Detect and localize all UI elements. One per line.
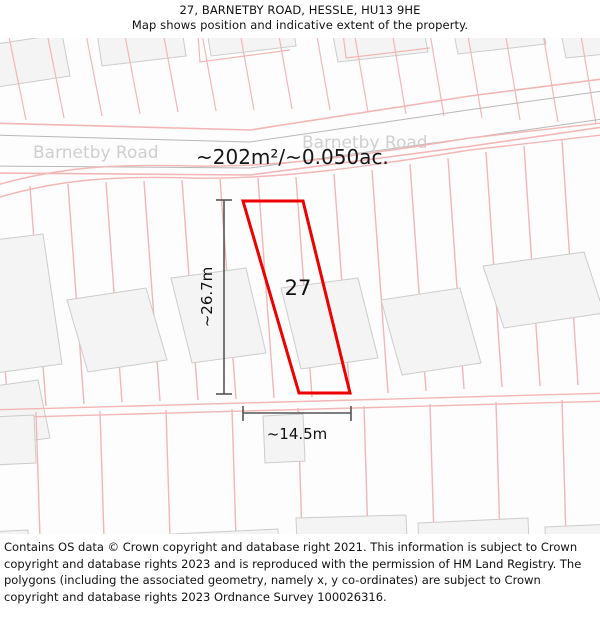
dimension-horizontal-label: ~14.5m: [267, 425, 328, 443]
road-label-left: Barnetby Road: [33, 143, 159, 163]
page-title: 27, BARNETBY ROAD, HESSLE, HU13 9HE: [179, 3, 421, 17]
building: [482, 251, 600, 329]
dimension-vertical-label: ~26.7m: [198, 267, 216, 328]
building: [170, 267, 267, 364]
building: [97, 38, 187, 67]
road-label-right: Barnetby Road: [302, 133, 428, 153]
page-subtitle: Map shows position and indicative extent…: [131, 18, 469, 32]
copyright-text: Contains OS data © Crown copyright and d…: [4, 540, 585, 604]
map-footer: Contains OS data © Crown copyright and d…: [0, 534, 600, 625]
building-group-main: [0, 233, 600, 446]
building: [380, 287, 482, 376]
map-header: 27, BARNETBY ROAD, HESSLE, HU13 9HE Map …: [0, 0, 600, 38]
building: [0, 233, 63, 373]
parcel-lines-north: [8, 38, 597, 125]
building: [561, 38, 600, 59]
building: [280, 277, 379, 370]
map-svg: Barnetby Road Barnetby Road: [0, 38, 600, 534]
dimension-vertical: [216, 199, 232, 395]
plot-number-label: 27: [285, 276, 312, 300]
building: [0, 414, 37, 466]
property-boundary-polygon[interactable]: [241, 199, 352, 395]
map-canvas[interactable]: Barnetby Road Barnetby Road: [0, 38, 600, 534]
building: [295, 514, 408, 534]
building-group-south: [0, 413, 600, 534]
building: [262, 413, 306, 464]
building: [332, 38, 429, 63]
building: [454, 38, 547, 55]
dimension-horizontal: [242, 406, 352, 421]
building: [66, 287, 168, 373]
road-edge-north: [0, 78, 600, 131]
building: [0, 529, 29, 534]
road-casing-south: [0, 118, 600, 169]
building: [417, 517, 530, 534]
building: [544, 524, 600, 534]
building-group-north: [0, 38, 600, 88]
road-barnetby: [0, 78, 600, 176]
building: [0, 38, 71, 88]
building: [207, 38, 297, 57]
road-casing-north: [0, 90, 600, 143]
road-edge-south: [0, 126, 600, 176]
area-label: ~202m²/~0.050ac.: [196, 145, 389, 169]
building: [171, 528, 279, 534]
